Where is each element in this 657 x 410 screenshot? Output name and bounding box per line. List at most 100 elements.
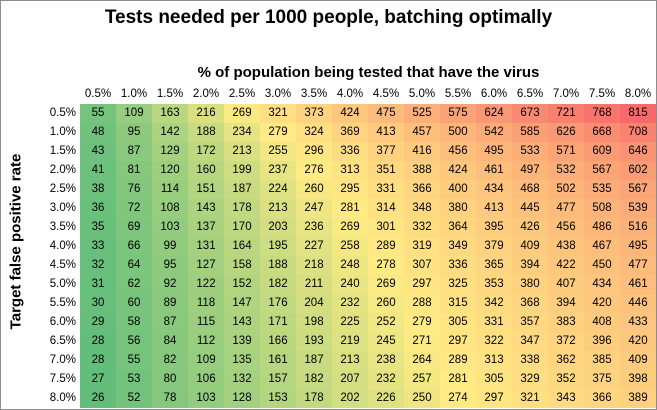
y-tick-label: 1.0%	[49, 126, 76, 138]
heatmap-cell: 238	[368, 351, 404, 370]
heatmap-cell: 103	[188, 389, 224, 408]
heatmap-cell: 207	[332, 370, 368, 389]
heatmap-cell: 461	[476, 161, 512, 180]
heatmap-cell: 409	[620, 351, 656, 370]
y-tick-label: 4.0%	[49, 240, 76, 252]
heatmap-cell: 109	[116, 104, 152, 123]
heatmap-cell: 31	[80, 275, 116, 294]
heatmap-cell: 166	[260, 332, 296, 351]
heatmap-cell: 407	[548, 275, 584, 294]
y-tick-labels: 0.5% 1.0% 1.5% 2.0% 2.5% 3.0% 3.5% 4.0% 4.5% 5.0%…	[40, 104, 78, 408]
heatmap-cell: 33	[80, 237, 116, 256]
heatmap-cell: 408	[584, 313, 620, 332]
heatmap-cell: 278	[368, 256, 404, 275]
heatmap-cell: 188	[188, 123, 224, 142]
heatmap-cell: 232	[332, 294, 368, 313]
heatmap-cell: 92	[152, 275, 188, 294]
heatmap-cell: 646	[620, 142, 656, 161]
heatmap-cell: 172	[188, 142, 224, 161]
heatmap-cell: 394	[548, 294, 584, 313]
heatmap-cell: 446	[620, 294, 656, 313]
x-tick-label: 4.5%	[372, 88, 400, 100]
y-tick-label: 3.0%	[49, 202, 76, 214]
heatmap-cell: 120	[152, 161, 188, 180]
heatmap-cell: 147	[224, 294, 260, 313]
heatmap-cell: 352	[548, 370, 584, 389]
heatmap-cell: 53	[116, 370, 152, 389]
x-tick-label: 3.5%	[300, 88, 328, 100]
heatmap-cell: 424	[440, 161, 476, 180]
heatmap-cell: 198	[296, 313, 332, 332]
heatmap-cell: 424	[332, 104, 368, 123]
heatmap-cell: 338	[512, 351, 548, 370]
heatmap-cell: 668	[584, 123, 620, 142]
x-tick-label: 6.0%	[480, 88, 508, 100]
x-tick-label: 5.0%	[408, 88, 436, 100]
heatmap-cell: 422	[548, 256, 584, 275]
heatmap-cell: 178	[224, 199, 260, 218]
heatmap-cell: 366	[404, 180, 440, 199]
heatmap-cell: 139	[224, 332, 260, 351]
heatmap-cell: 131	[188, 237, 224, 256]
heatmap-cell: 353	[476, 275, 512, 294]
x-tick-label: 2.5%	[228, 88, 256, 100]
heatmap-cell: 495	[620, 237, 656, 256]
heatmap-cell: 213	[224, 142, 260, 161]
heatmap-cell: 170	[224, 218, 260, 237]
heatmap-cell: 438	[548, 237, 584, 256]
x-tick-label: 2.0%	[192, 88, 220, 100]
chart-title: Tests needed per 1000 people, batching o…	[104, 7, 553, 28]
heatmap-cell: 35	[80, 218, 116, 237]
heatmap-cell: 409	[512, 237, 548, 256]
heatmap-cell: 69	[116, 218, 152, 237]
heatmap-cell: 99	[152, 237, 188, 256]
heatmap-cell: 55	[80, 104, 116, 123]
heatmap-cell: 160	[188, 161, 224, 180]
heatmap-cell: 158	[224, 256, 260, 275]
heatmap-cell: 450	[584, 256, 620, 275]
heatmap-cell: 213	[332, 351, 368, 370]
heatmap-cell: 193	[296, 332, 332, 351]
heatmap-cell: 400	[440, 180, 476, 199]
heatmap-cell: 486	[584, 218, 620, 237]
heatmap-cell: 413	[368, 123, 404, 142]
heatmap-cell: 225	[332, 313, 368, 332]
heatmap-cell: 289	[368, 237, 404, 256]
heatmap-cell: 433	[620, 313, 656, 332]
heatmap-cell: 182	[260, 275, 296, 294]
heatmap-cell: 32	[80, 256, 116, 275]
heatmap-cell: 237	[260, 161, 296, 180]
heatmap-cell: 532	[548, 161, 584, 180]
x-axis-label: % of population being tested that have t…	[197, 64, 540, 81]
heatmap-cell: 297	[404, 275, 440, 294]
heatmap-cell: 274	[440, 389, 476, 408]
heatmap-cell: 571	[548, 142, 584, 161]
heatmap-cell: 416	[404, 142, 440, 161]
heatmap-cell: 176	[260, 294, 296, 313]
heatmap-cell: 187	[296, 351, 332, 370]
heatmap-cell: 342	[476, 294, 512, 313]
heatmap-cell: 276	[296, 161, 332, 180]
heatmap-cell: 250	[404, 389, 440, 408]
heatmap-cell: 314	[368, 199, 404, 218]
heatmap-cell: 95	[116, 123, 152, 142]
heatmap-cell: 248	[332, 256, 368, 275]
heatmap-cell: 204	[296, 294, 332, 313]
y-tick-label: 3.5%	[49, 221, 76, 233]
heatmap-cell: 332	[404, 218, 440, 237]
heatmap-cell: 331	[368, 180, 404, 199]
heatmap-cell: 331	[476, 313, 512, 332]
y-tick-label: 1.5%	[49, 145, 76, 157]
heatmap-cell: 55	[116, 351, 152, 370]
heatmap-cell: 236	[296, 218, 332, 237]
heatmap-cell: 114	[152, 180, 188, 199]
heatmap-cell: 129	[152, 142, 188, 161]
heatmap-cell: 95	[152, 256, 188, 275]
y-tick-label: 5.0%	[49, 278, 76, 290]
heatmap-cell: 66	[116, 237, 152, 256]
heatmap-cell: 84	[152, 332, 188, 351]
heatmap-cell: 103	[152, 218, 188, 237]
heatmap-cell: 383	[548, 313, 584, 332]
heatmap-cell: 122	[188, 275, 224, 294]
heatmap-cell: 118	[188, 294, 224, 313]
